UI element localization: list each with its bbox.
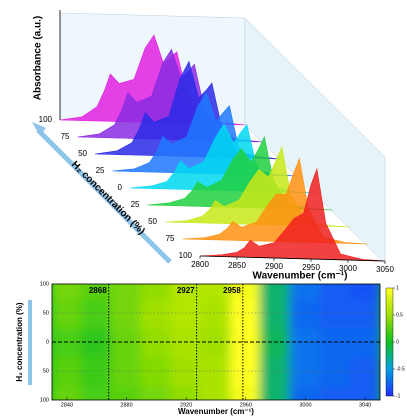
x-tick-label: 2900 — [265, 262, 283, 271]
heatmap-cell — [140, 355, 173, 387]
y-tick-label: 100 — [40, 397, 49, 403]
heatmap-cell — [259, 297, 292, 329]
x-tick-label: 2880 — [120, 402, 132, 408]
heatmap-cell — [140, 284, 173, 300]
colorbar-tick-label: 0.5 — [396, 312, 403, 318]
y-axis-label: Absorbance (a.u.) — [33, 16, 44, 100]
y-tick-label: 0 — [46, 339, 49, 345]
heatmap-cell — [319, 384, 352, 400]
depth-tick-label: 25 — [96, 166, 105, 175]
y-tick-label: 50 — [43, 310, 49, 316]
x-tick-label: 3000 — [339, 264, 357, 273]
x-axis — [199, 255, 386, 262]
depth-tick-label: 25 — [131, 200, 140, 209]
x-tick-label: 2920 — [180, 402, 192, 408]
depth-tick-label: 75 — [61, 132, 70, 141]
heatmap-cell — [319, 355, 352, 387]
y-tick-label: 50 — [43, 368, 49, 374]
heatmap-cell — [200, 384, 232, 400]
heatmap-cell — [140, 297, 173, 329]
heatmap-cell — [80, 384, 113, 400]
depth-tick-label: 50 — [148, 217, 157, 226]
heatmap-cell — [52, 384, 83, 400]
depth-tick-label: 100 — [39, 115, 53, 124]
x-tick-label: 2800 — [191, 260, 209, 269]
depth-tick-label: 50 — [78, 149, 87, 158]
heatmap-cell — [170, 284, 203, 300]
colorbar-tick-label: -0.5 — [396, 366, 405, 372]
heatmap-cell — [229, 284, 262, 300]
heatmap-cell — [229, 384, 262, 400]
heatmap-cell — [140, 384, 173, 400]
colorbar — [385, 287, 394, 397]
heatmap-y-label: H₂ concentration (%) — [15, 302, 24, 381]
heatmap-cell — [349, 384, 380, 400]
heatmap-cell — [259, 355, 292, 387]
x-tick-label: 3040 — [359, 402, 371, 408]
heatmap-cell — [349, 284, 380, 300]
heatmap-cell — [110, 384, 143, 400]
heatmap-cell — [52, 284, 83, 300]
heatmap-cell — [289, 284, 322, 300]
heatmap-cell — [259, 384, 292, 400]
heatmap-cell — [80, 355, 113, 387]
colorbar-tick-label: -1 — [396, 393, 401, 399]
x-tick-label: 2850 — [228, 261, 246, 270]
depth-tick-label: 0 — [118, 183, 123, 192]
side-wall — [244, 17, 386, 265]
heatmap-x-label: Wavenumber (cm⁻¹) — [178, 407, 254, 416]
depth-arrow-head — [32, 122, 46, 136]
heatmap-cell — [80, 284, 113, 300]
x-tick-label: 2840 — [61, 402, 73, 408]
heatmap-cell — [200, 284, 232, 300]
x-tick-label: 3050 — [376, 265, 394, 274]
heatmap-cell — [319, 297, 352, 329]
depth-tick-label: 100 — [179, 251, 193, 260]
heatmap-cell — [259, 284, 292, 300]
heatmap-cell — [200, 355, 232, 387]
x-tick-label: 2960 — [240, 402, 252, 408]
y-tick-label: 100 — [40, 281, 49, 287]
heatmap-cell — [80, 297, 113, 329]
x-tick-label: 2950 — [302, 263, 320, 272]
heatmap-cell — [170, 384, 203, 400]
marker-label: 2927 — [177, 286, 195, 295]
x-tick-label: 3000 — [299, 402, 311, 408]
heatmap-cell — [289, 384, 322, 400]
marker-label: 2868 — [89, 286, 107, 295]
marker-label: 2958 — [223, 286, 241, 295]
x-axis-label: Wavenumber (cm⁻¹) — [253, 271, 348, 282]
colorbar-tick-label: 1 — [396, 285, 399, 291]
spectrum-area — [199, 167, 386, 262]
colorbar-tick-label: 0 — [396, 339, 399, 345]
depth-arrow — [36, 128, 172, 264]
heatmap-cell — [110, 284, 143, 300]
heatmap-cell — [200, 297, 232, 329]
heatmap-cell — [319, 284, 352, 300]
depth-tick-label: 75 — [166, 234, 175, 243]
